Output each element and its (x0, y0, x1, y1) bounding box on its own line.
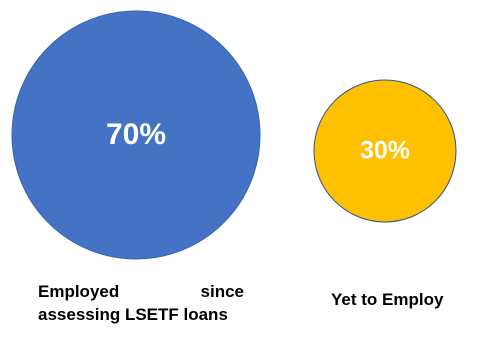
category-label-yet-to-employ: Yet to Employ (331, 290, 444, 309)
bubble-yet-to-employ (313, 79, 457, 223)
value-label-employed: 70% (106, 118, 166, 151)
value-label-yet-to-employ: 30% (360, 137, 410, 165)
category-label-employed: Employed since assessing LSETF loans (38, 282, 244, 324)
bubble-employed (11, 10, 261, 260)
